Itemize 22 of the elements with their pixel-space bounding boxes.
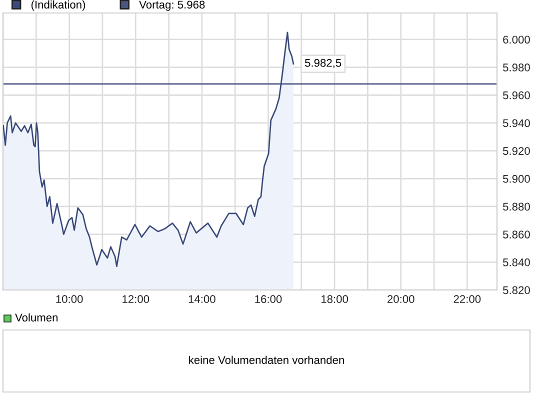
x-tick-label: 14:00 bbox=[188, 295, 216, 304]
y-tick-label: 5.900 bbox=[503, 174, 530, 183]
y-tick-label: 5.920 bbox=[503, 147, 530, 155]
text: Volumen bbox=[15, 313, 58, 322]
y-tick-label: 5.880 bbox=[503, 202, 530, 211]
text: keine Volumendaten vorhanden bbox=[189, 356, 344, 364]
x-tick-label: 10:00 bbox=[56, 295, 83, 304]
y-tick-label: 5.840 bbox=[503, 258, 530, 266]
legend-label: (Indikation) bbox=[31, 0, 86, 11]
y-tick-label: 5.980 bbox=[503, 64, 530, 72]
y-tick-label: 6.000 bbox=[503, 36, 530, 44]
annotation: 5.982,5 bbox=[304, 58, 342, 68]
x-tick-label: 20:00 bbox=[388, 295, 414, 304]
x-tick-label: 16:00 bbox=[255, 295, 282, 304]
x-tick-label: 12:00 bbox=[122, 295, 150, 304]
y-tick-label: 5.860 bbox=[503, 230, 530, 238]
x-tick-label: 22:00 bbox=[454, 295, 481, 304]
y-tick-label: 5.940 bbox=[503, 119, 530, 128]
y-tick-label: 5.960 bbox=[503, 91, 530, 100]
x-tick-label: 18:00 bbox=[321, 295, 348, 304]
y-tick-label: 5.820 bbox=[503, 286, 530, 294]
legend-label: Vortag: 5.968 bbox=[139, 0, 205, 11]
